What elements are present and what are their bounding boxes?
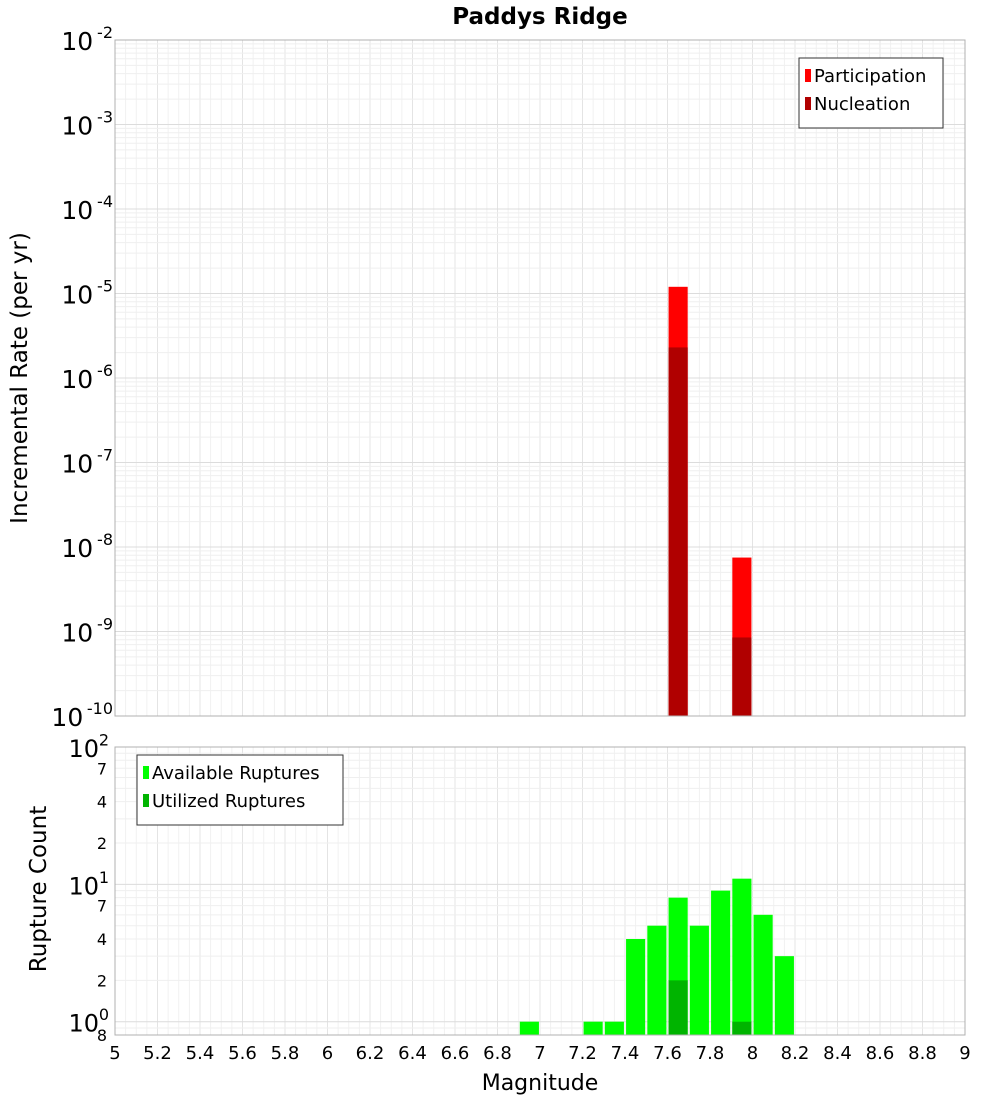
bottom-y-tick-label-base: 10 xyxy=(69,1010,100,1038)
top-legend-entry: Nucleation xyxy=(814,94,910,115)
x-tick-label: 7.8 xyxy=(696,1043,725,1064)
bottom-panel-bars xyxy=(519,878,794,1035)
bottom-y-tick-label: 7 xyxy=(97,759,107,778)
bottom-panel-bar-available-ruptures xyxy=(774,956,794,1035)
top-legend-swatch xyxy=(805,97,811,110)
bottom-y-tick-label: 2 xyxy=(97,971,107,990)
top-y-tick-label-exponent: -2 xyxy=(97,23,113,42)
top-panel-bar-nucleation xyxy=(668,347,688,716)
x-tick-label: 5.8 xyxy=(271,1043,300,1064)
bottom-panel-bar-available-ruptures xyxy=(647,925,667,1035)
bottom-panel-bar-available-ruptures xyxy=(583,1021,603,1035)
bottom-y-tick-label: 8 xyxy=(97,1026,107,1045)
top-y-tick-label-exponent: -3 xyxy=(97,108,113,127)
bottom-legend-entry: Available Ruptures xyxy=(152,763,320,784)
top-y-tick-label-base: 10 xyxy=(61,534,93,563)
bottom-y-axis-label: Rupture Count xyxy=(26,806,52,972)
bottom-y-tick-label-base: 10 xyxy=(69,735,100,763)
x-tick-label: 7 xyxy=(534,1043,545,1064)
bottom-panel-bar-available-ruptures xyxy=(753,914,773,1035)
bottom-panel-bar-available-ruptures xyxy=(604,1021,624,1035)
x-tick-label: 5.6 xyxy=(228,1043,257,1064)
top-y-tick-label-exponent: -9 xyxy=(97,615,113,634)
top-y-tick-label-base: 10 xyxy=(61,27,93,56)
x-axis-label: Magnitude xyxy=(482,1071,599,1096)
x-tick-label: 6.8 xyxy=(483,1043,512,1064)
x-tick-label: 6.2 xyxy=(356,1043,385,1064)
bottom-legend-swatch xyxy=(143,766,149,779)
top-y-tick-label-base: 10 xyxy=(61,450,93,479)
bottom-panel-bar-utilized-ruptures xyxy=(732,1021,752,1035)
bottom-legend: Available Ruptures Utilized Ruptures xyxy=(136,754,344,826)
top-y-tick-label-base: 10 xyxy=(61,196,93,225)
top-legend-box xyxy=(798,57,944,129)
bottom-y-tick-label-exponent: 2 xyxy=(99,730,109,749)
bottom-panel-bar-available-ruptures xyxy=(626,939,646,1035)
top-y-tick-label-base: 10 xyxy=(51,703,83,732)
top-legend-swatch xyxy=(805,69,811,82)
top-y-tick-label-base: 10 xyxy=(61,281,93,310)
chart-title: Paddys Ridge xyxy=(452,4,628,30)
x-tick-label: 6.6 xyxy=(441,1043,470,1064)
bottom-y-tick-label-base: 10 xyxy=(69,872,100,900)
bottom-y-tick-label-exponent: 1 xyxy=(99,868,109,887)
bottom-panel-frame xyxy=(114,746,966,1036)
x-tick-label: 7.6 xyxy=(653,1043,682,1064)
bottom-panel-bar-utilized-ruptures xyxy=(668,980,688,1035)
bottom-legend-entry: Utilized Ruptures xyxy=(152,791,305,812)
x-tick-label: 8.8 xyxy=(908,1043,937,1064)
bottom-panel-bar-available-ruptures xyxy=(519,1021,539,1035)
x-tick-label: 8 xyxy=(747,1043,758,1064)
bottom-y-tick-label: 4 xyxy=(97,793,107,812)
top-panel-grid xyxy=(114,39,966,717)
x-tick-label: 7.4 xyxy=(611,1043,640,1064)
x-tick-label: 5.4 xyxy=(186,1043,215,1064)
top-legend-entry: Participation xyxy=(814,66,926,87)
top-y-axis-label: Incremental Rate (per yr) xyxy=(7,232,33,524)
bottom-panel-bar-available-ruptures xyxy=(689,925,709,1035)
top-panel-bars xyxy=(668,286,752,716)
top-y-tick-label-base: 10 xyxy=(61,619,93,648)
bottom-y-tick-label: 2 xyxy=(97,834,107,853)
top-y-tick-label-exponent: -7 xyxy=(97,446,113,465)
top-y-tick-label-exponent: -10 xyxy=(87,699,113,718)
x-tick-label: 6.4 xyxy=(398,1043,427,1064)
x-tick-label: 9 xyxy=(959,1043,970,1064)
top-y-tick-label-base: 10 xyxy=(61,112,93,141)
x-tick-label: 8.2 xyxy=(781,1043,810,1064)
x-tick-label: 5 xyxy=(109,1043,120,1064)
top-y-tick-label-base: 10 xyxy=(61,365,93,394)
top-y-tick-label-exponent: -6 xyxy=(97,361,113,380)
bottom-y-tick-label: 4 xyxy=(97,930,107,949)
bottom-panel-bar-available-ruptures xyxy=(732,878,752,1035)
bottom-y-tick-label-exponent: 0 xyxy=(99,1005,109,1024)
top-y-tick-label-exponent: -8 xyxy=(97,530,113,549)
bottom-legend-swatch xyxy=(143,794,149,807)
x-tick-label: 8.6 xyxy=(866,1043,895,1064)
x-tick-label: 6 xyxy=(322,1043,333,1064)
top-y-tick-label-exponent: -4 xyxy=(97,192,113,211)
bottom-y-tick-label: 7 xyxy=(97,897,107,916)
bottom-panel-bar-available-ruptures xyxy=(711,890,731,1035)
top-panel-bar-nucleation xyxy=(732,637,752,716)
top-legend: Participation Nucleation xyxy=(798,57,944,129)
top-panel-frame xyxy=(114,39,966,717)
top-y-tick-label-exponent: -5 xyxy=(97,277,113,296)
x-tick-label: 7.2 xyxy=(568,1043,597,1064)
x-tick-label: 5.2 xyxy=(143,1043,172,1064)
bottom-legend-box xyxy=(136,754,344,826)
x-tick-label: 8.4 xyxy=(823,1043,852,1064)
